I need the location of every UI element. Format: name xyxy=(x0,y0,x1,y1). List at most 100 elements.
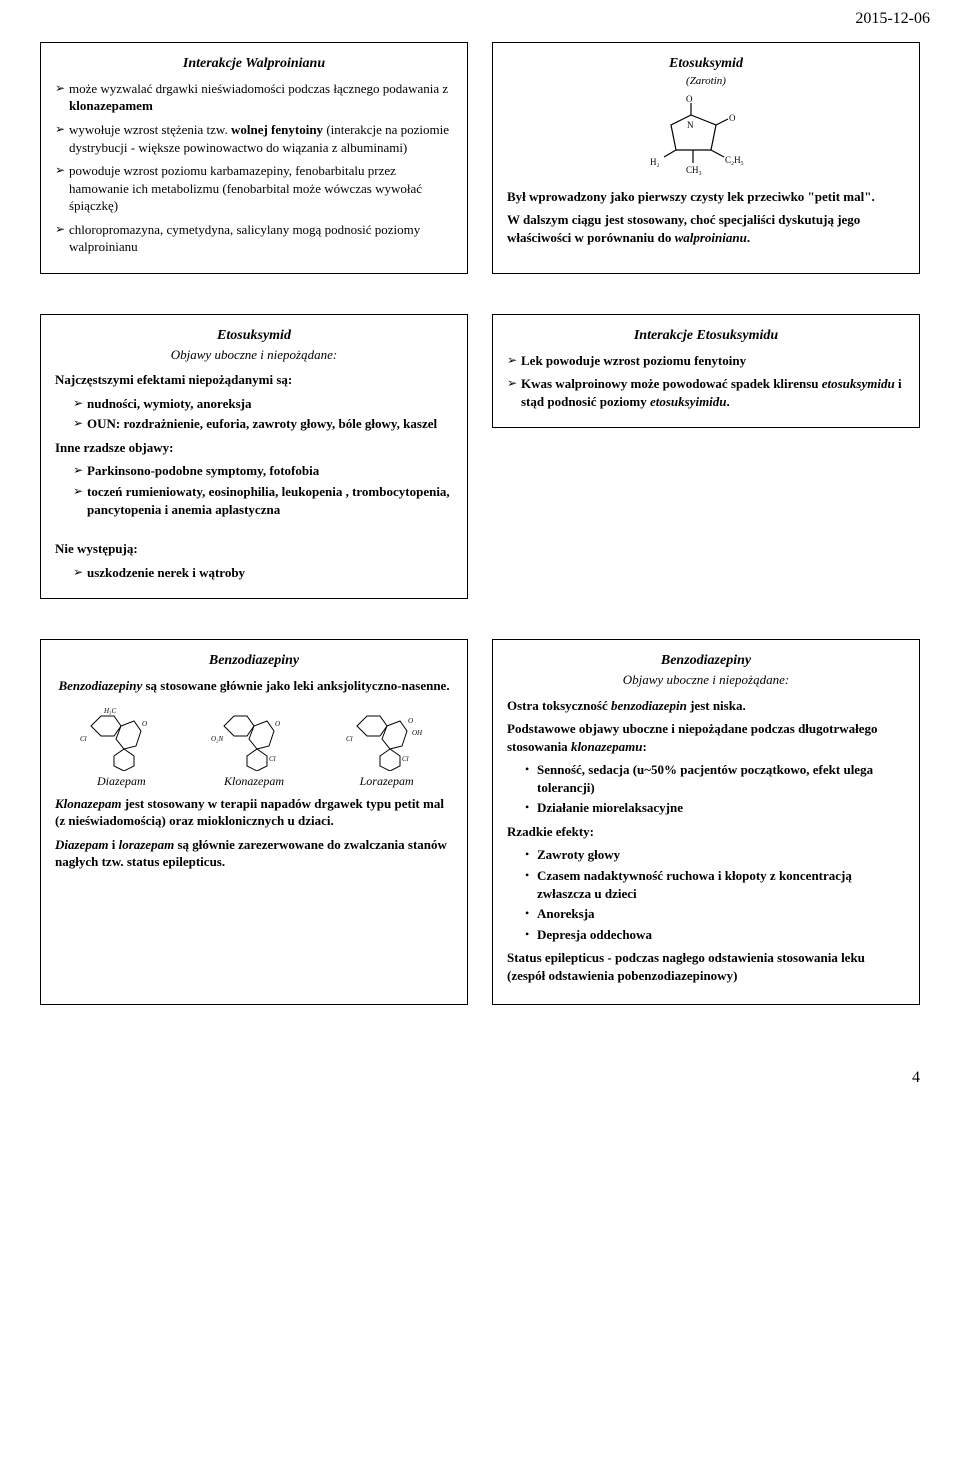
box5-p3: Diazepam i lorazepam są głównie zarezerw… xyxy=(55,836,453,871)
b6-6: •Depresja oddechowa xyxy=(525,926,905,944)
b6-4: •Czasem nadaktywność ruchowa i kłopoty z… xyxy=(525,867,905,902)
b1-3-t: powoduje wzrost poziomu karbamazepiny, f… xyxy=(69,162,453,215)
svg-text:Cl: Cl xyxy=(346,735,353,743)
struct-row: Cl H₃C O Diazepam O₂N O Cl Klo xyxy=(55,701,453,789)
b6-4-t: Czasem nadaktywność ruchowa i kłopoty z … xyxy=(537,867,905,902)
b3-5: ➢uszkodzenie nerek i wątroby xyxy=(73,564,453,582)
page: Interakcje Walproinianu ➢może wyzwalać d… xyxy=(0,32,960,1065)
box3-h3: Nie występują: xyxy=(55,540,453,558)
s3: Lorazepam xyxy=(360,774,414,788)
box2-title: Etosuksymid (Zarotin) xyxy=(507,55,905,89)
box5-p3a: Diazepam xyxy=(55,837,108,852)
box6-p1c: jest niska. xyxy=(687,698,746,713)
b4-1-t: Lek powoduje wzrost poziomu fenytoiny xyxy=(521,352,746,370)
box6-h1c: : xyxy=(642,739,646,754)
struct-lorazepam: Cl O OH Cl Lorazepam xyxy=(342,701,432,789)
date-header: 2015-12-06 xyxy=(0,0,960,32)
b1-1: ➢może wyzwalać drgawki nieświadomości po… xyxy=(55,80,453,115)
b1-2-b: wolnej fenytoiny xyxy=(231,122,323,137)
svg-text:Cl: Cl xyxy=(402,755,409,763)
b1-3: ➢powoduje wzrost poziomu karbamazepiny, … xyxy=(55,162,453,215)
box2-p2b: walproinianu xyxy=(675,230,747,245)
svg-text:H₃C: H₃C xyxy=(103,707,116,715)
b1-2-t: wywołuje wzrost stężenia tzw. xyxy=(69,122,231,137)
box2-p1a: Był wprowadzony jako pierwszy czysty lek… xyxy=(507,189,875,204)
box6-h2: Rzadkie efekty: xyxy=(507,823,905,841)
svg-text:C₂H₅: C₂H₅ xyxy=(725,155,744,165)
box6-p1: Ostra toksyczność benzodiazepin jest nis… xyxy=(507,697,905,715)
s1: Diazepam xyxy=(97,774,146,788)
box6-p2: Status epilepticus - podczas nagłego ods… xyxy=(507,949,905,984)
box6-h1a: Podstawowe objawy uboczne i niepożądane … xyxy=(507,721,878,754)
box5-p3e: status epilepticus. xyxy=(127,854,225,869)
s2: Klonazepam xyxy=(224,774,284,788)
box-benzodiazepiny: Benzodiazepiny Benzodiazepiny są stosowa… xyxy=(40,639,468,1005)
b6-5: •Anoreksja xyxy=(525,905,905,923)
box6-h2-t: Rzadkie efekty: xyxy=(507,824,594,839)
row-3: Benzodiazepiny Benzodiazepiny są stosowa… xyxy=(40,639,920,1005)
svg-text:CH₃: CH₃ xyxy=(686,165,702,175)
b1-4: ➢chloropromazyna, cymetydyna, salicylany… xyxy=(55,221,453,256)
box5-p1b: są stosowane głównie jako leki anksjolit… xyxy=(142,678,449,693)
b4-2: ➢Kwas walproinowy może powodować spadek … xyxy=(507,375,905,410)
box3-title: Etosuksymid xyxy=(55,327,453,346)
b1-1-t: może wyzwalać drgawki nieświadomości pod… xyxy=(69,81,448,96)
b1-1-b: klonazepamem xyxy=(69,98,153,113)
box6-p1b: benzodiazepin xyxy=(611,698,687,713)
b3-3: ➢Parkinsono-podobne symptomy, fotofobia xyxy=(73,462,453,480)
struct-klonazepam: O₂N O Cl Klonazepam xyxy=(209,701,299,789)
b6-1: •Senność, sedacja (u~50% pacjentów począ… xyxy=(525,761,905,796)
box3-subtitle: Objawy uboczne i niepożądane: xyxy=(55,346,453,364)
box-benzodiazepiny-objawy: Benzodiazepiny Objawy uboczne i niepożąd… xyxy=(492,639,920,1005)
b1-4-t: chloropromazyna, cymetydyna, salicylany … xyxy=(69,221,453,256)
svg-text:O: O xyxy=(142,720,147,728)
svg-text:H₂: H₂ xyxy=(650,157,660,167)
b6-2: •Działanie miorelaksacyjne xyxy=(525,799,905,817)
svg-text:Cl: Cl xyxy=(80,735,87,743)
b6-6-t: Depresja oddechowa xyxy=(537,926,652,944)
b3-4: ➢toczeń rumieniowaty, eosinophilia, leuk… xyxy=(73,483,453,518)
box6-h1: Podstawowe objawy uboczne i niepożądane … xyxy=(507,720,905,755)
box3-h2-t: Inne rzadsze objawy: xyxy=(55,440,173,455)
b4-2e: . xyxy=(727,394,730,409)
b3-1-t: nudności, wymioty, anoreksja xyxy=(87,395,251,413)
box5-p1a: Benzodiazepiny xyxy=(58,678,142,693)
box2-p1: Był wprowadzony jako pierwszy czysty lek… xyxy=(507,188,905,206)
b6-2-t: Działanie miorelaksacyjne xyxy=(537,799,683,817)
box3-h1: Najczęstszymi efektami niepożądanymi są: xyxy=(55,371,453,389)
box6-p2a: Status epilepticus xyxy=(507,950,604,965)
svg-text:N: N xyxy=(687,120,694,130)
box-interakcje-walproinianu: Interakcje Walproinianu ➢może wyzwalać d… xyxy=(40,42,468,274)
b4-2a: Kwas walproinowy może powodować spadek k… xyxy=(521,376,822,391)
etosuksymid-structure: O O N H₂ C₂H₅ CH₃ xyxy=(646,95,766,180)
row-1: Interakcje Walproinianu ➢może wyzwalać d… xyxy=(40,42,920,274)
b4-2d: etosuksyimidu xyxy=(650,394,727,409)
box5-p2: Klonazepam jest stosowany w terapii napa… xyxy=(55,795,453,830)
box6-h1b: klonazepamu xyxy=(571,739,643,754)
svg-text:O: O xyxy=(729,113,736,123)
box6-p1a: Ostra toksyczność xyxy=(507,698,611,713)
b6-1-t: Senność, sedacja (u~50% pacjentów począt… xyxy=(537,761,905,796)
b3-1: ➢nudności, wymioty, anoreksja xyxy=(73,395,453,413)
b6-5-t: Anoreksja xyxy=(537,905,595,923)
svg-text:OH: OH xyxy=(412,729,423,737)
svg-text:O: O xyxy=(686,95,693,104)
b4-2b: etosuksymidu xyxy=(822,376,895,391)
box-etosuksymid-objawy: Etosuksymid Objawy uboczne i niepożądane… xyxy=(40,314,468,599)
row-2: Etosuksymid Objawy uboczne i niepożądane… xyxy=(40,314,920,599)
box5-p3b: i xyxy=(108,837,118,852)
box-interakcje-etosuksymidu: Interakcje Etosuksymidu ➢Lek powoduje wz… xyxy=(492,314,920,429)
svg-text:O₂N: O₂N xyxy=(211,735,223,743)
box5-p1: Benzodiazepiny są stosowane głównie jako… xyxy=(55,677,453,695)
svg-text:Cl: Cl xyxy=(269,755,276,763)
b6-3: •Zawroty głowy xyxy=(525,846,905,864)
b3-5-t: uszkodzenie nerek i wątroby xyxy=(87,564,245,582)
b3-2-t: OUN: rozdrażnienie, euforia, zawroty gło… xyxy=(87,415,437,433)
box1-title: Interakcje Walproinianu xyxy=(55,55,453,74)
box3-h3-t: Nie występują: xyxy=(55,541,138,556)
b6-3-t: Zawroty głowy xyxy=(537,846,620,864)
b3-4-t: toczeń rumieniowaty, eosinophilia, leuko… xyxy=(87,483,453,518)
box3-h1-t: Najczęstszymi efektami niepożądanymi są: xyxy=(55,372,292,387)
svg-text:O: O xyxy=(408,717,413,725)
b1-2: ➢wywołuje wzrost stężenia tzw. wolnej fe… xyxy=(55,121,453,156)
